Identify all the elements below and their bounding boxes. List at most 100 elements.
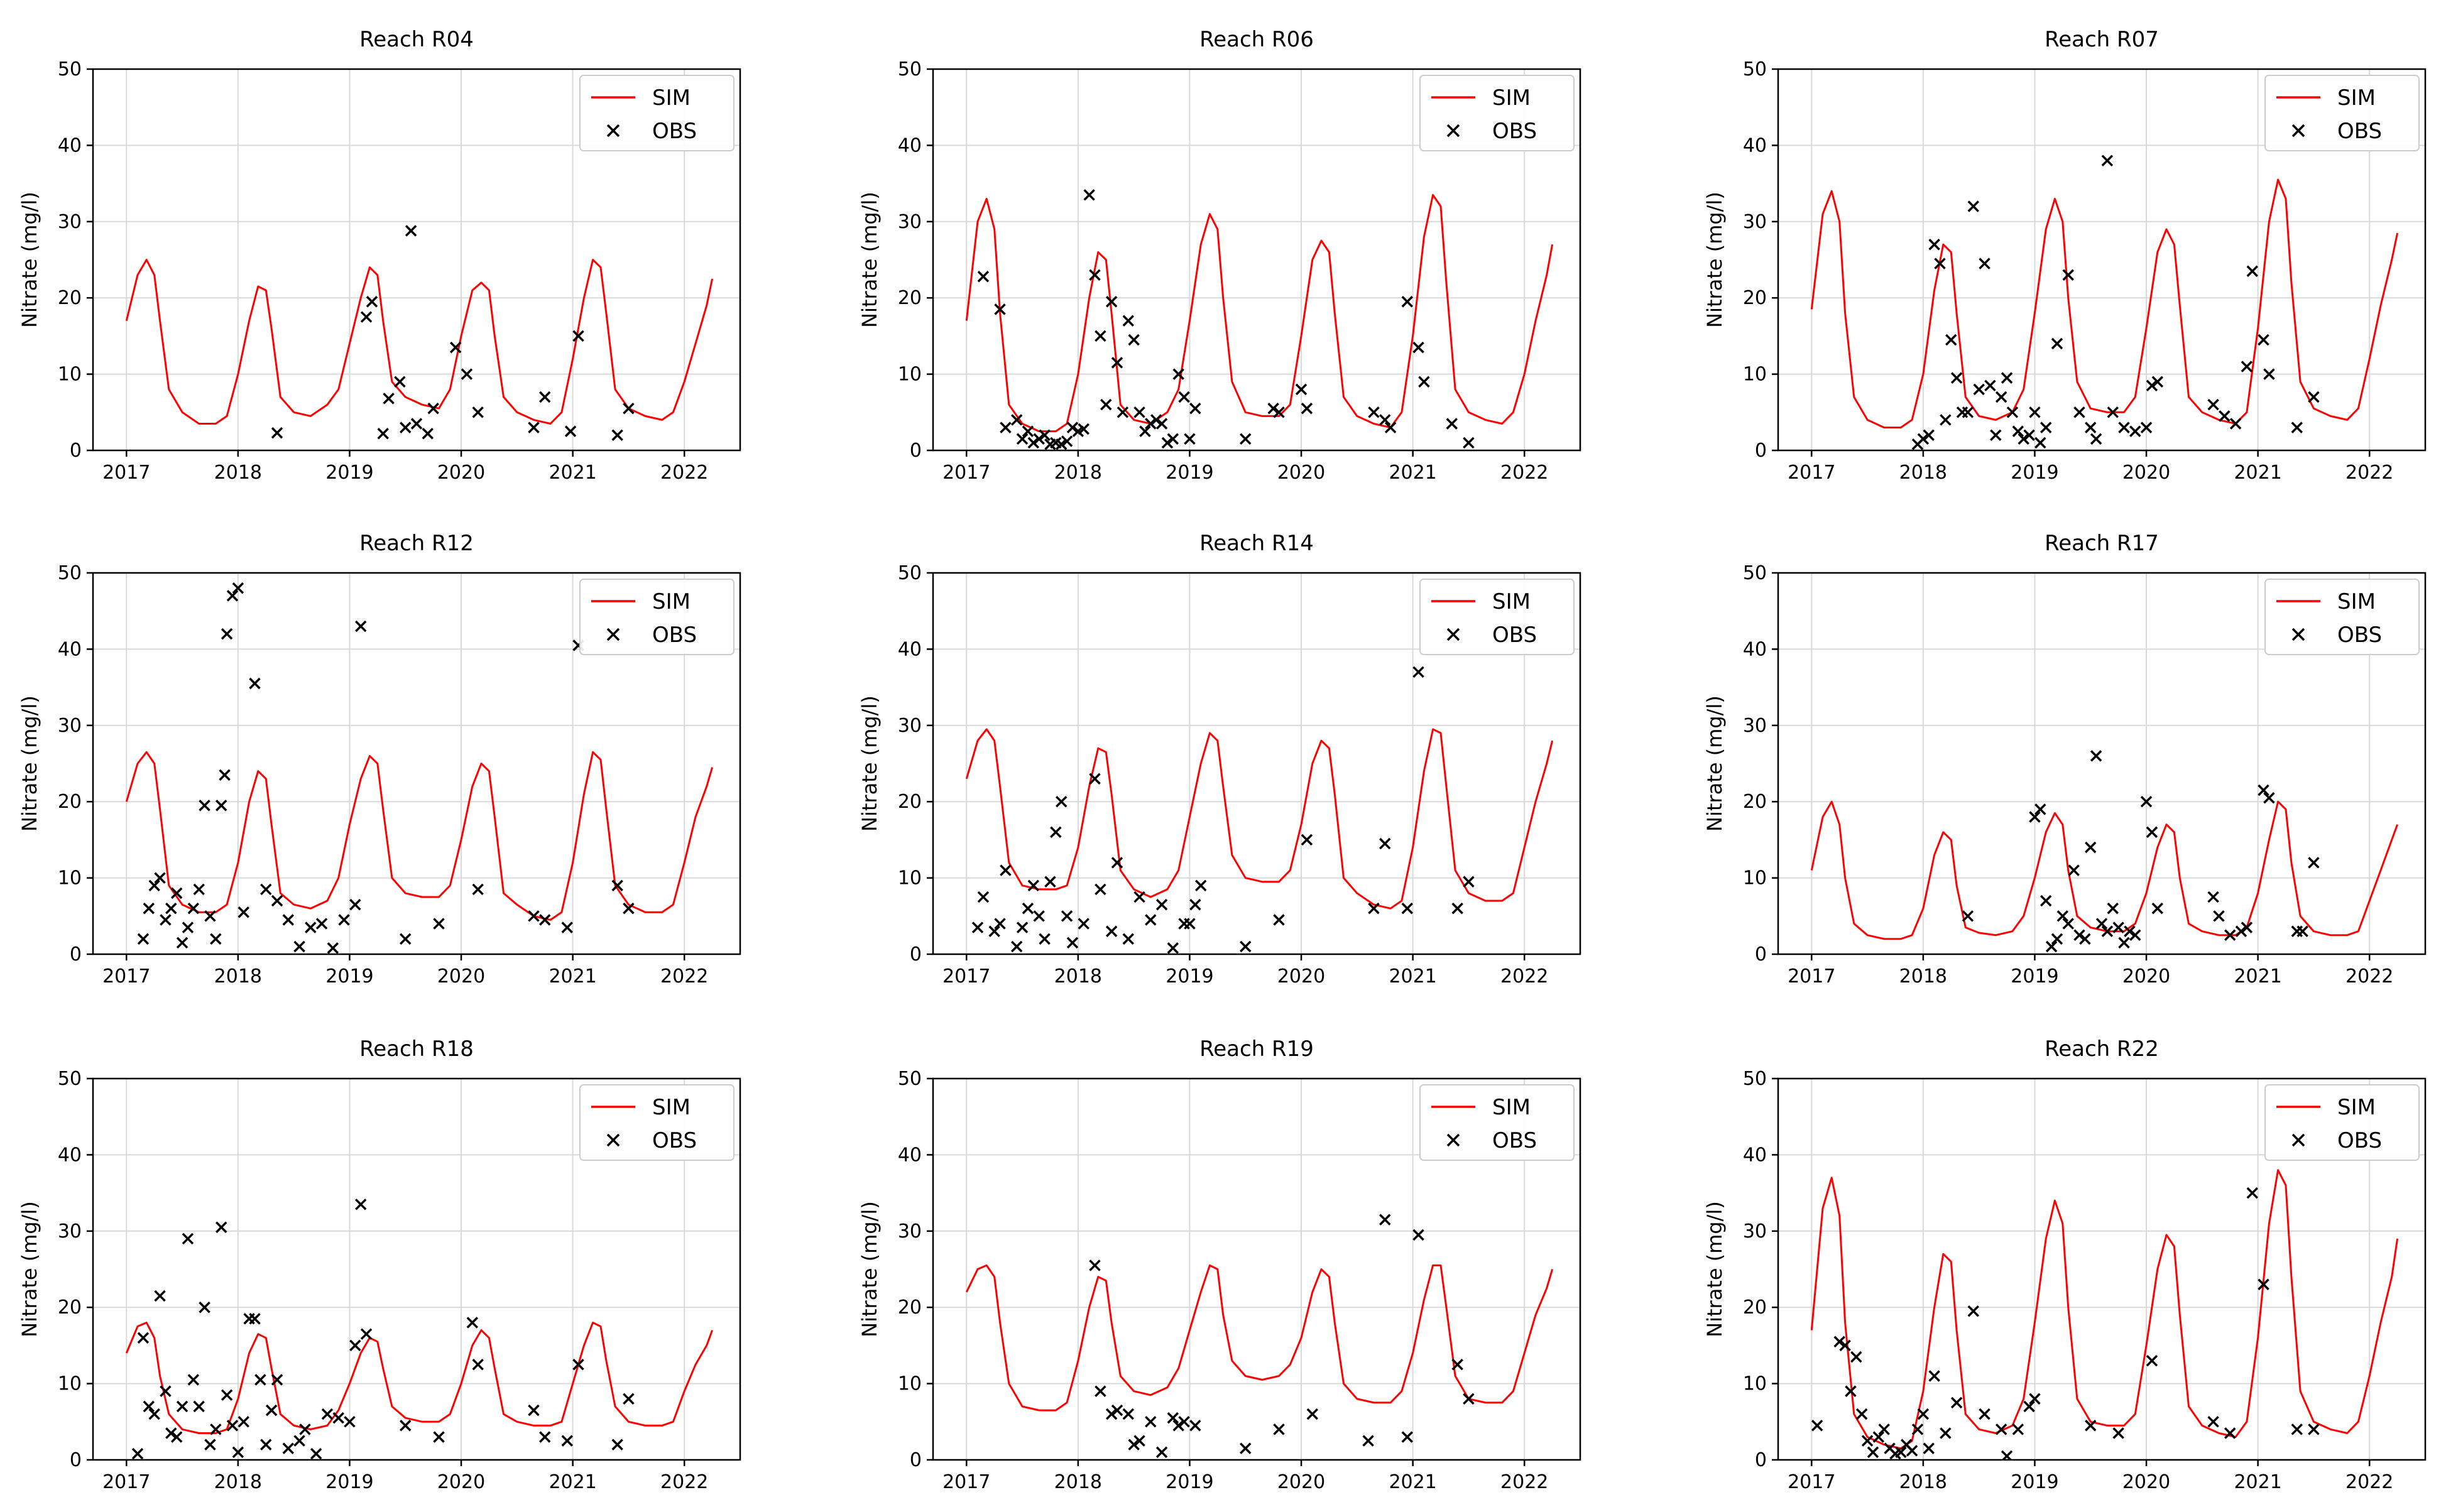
- obs-point: [623, 402, 635, 415]
- obs-point: [1027, 879, 1040, 891]
- obs-point: [2229, 418, 2242, 430]
- obs-point: [1145, 914, 1157, 926]
- x-tick-label: 2018: [1054, 1471, 1102, 1493]
- obs-point: [315, 918, 328, 930]
- x-tick-label: 2022: [1500, 1471, 1548, 1493]
- x-tick-label: 2021: [1389, 965, 1436, 987]
- obs-point: [427, 402, 439, 415]
- legend-sim-label: SIM: [652, 1095, 691, 1120]
- obs-point: [528, 1404, 540, 1417]
- obs-point: [1979, 1408, 1990, 1420]
- plot-area: [965, 189, 1554, 450]
- obs-point: [2029, 1393, 2041, 1405]
- obs-point: [1105, 925, 1118, 937]
- obs-point: [2235, 925, 2247, 937]
- obs-point: [226, 1420, 239, 1432]
- obs-point: [2207, 1416, 2219, 1428]
- obs-point: [2029, 406, 2041, 418]
- obs-point: [1161, 437, 1174, 449]
- obs-point: [327, 942, 339, 954]
- obs-point: [611, 429, 623, 441]
- x-tick-label: 2022: [660, 1471, 708, 1493]
- y-tick-label: 50: [1743, 1068, 1767, 1090]
- chart-panel-3: Reach R07 2017 2018 2019 2020 2021 2022 0 10 20 30…: [1703, 27, 2427, 484]
- obs-point: [1105, 1408, 1118, 1420]
- y-tick-label: 40: [58, 638, 82, 660]
- obs-point: [2258, 334, 2269, 346]
- y-tick-label: 40: [1743, 1144, 1767, 1166]
- obs-point: [1833, 1335, 1845, 1348]
- obs-point: [433, 918, 445, 930]
- legend-obs-label: OBS: [1492, 1128, 1537, 1153]
- x-tick-label: 2018: [1899, 462, 1947, 484]
- x-tick-label: 2018: [1899, 1471, 1947, 1493]
- obs-point: [2140, 422, 2153, 433]
- chart-title: Reach R12: [359, 531, 474, 556]
- y-axis-label: Nitrate (mg/l): [18, 695, 41, 832]
- obs-point: [1928, 1370, 1940, 1382]
- y-tick-label: 30: [58, 715, 82, 737]
- y-tick-label: 40: [898, 134, 922, 156]
- legend-obs-label: OBS: [2337, 623, 2382, 648]
- plot-area: [1810, 155, 2399, 450]
- obs-point: [1000, 864, 1012, 876]
- obs-point: [1990, 429, 2002, 441]
- obs-point: [405, 225, 417, 237]
- obs-point: [377, 428, 389, 440]
- y-axis-label: Nitrate (mg/l): [858, 1201, 882, 1337]
- obs-point: [215, 800, 227, 812]
- obs-point: [1463, 1393, 1475, 1405]
- obs-point: [2101, 925, 2114, 937]
- obs-point: [1089, 773, 1101, 785]
- obs-point: [1122, 315, 1135, 327]
- obs-point: [1301, 834, 1313, 846]
- legend-obs-swatch: [2291, 1133, 2305, 1147]
- legend-obs-label: OBS: [1492, 623, 1537, 648]
- obs-point: [2146, 826, 2158, 838]
- obs-point: [148, 879, 160, 891]
- obs-point: [1016, 433, 1029, 445]
- obs-point: [271, 427, 283, 439]
- obs-point: [238, 1416, 249, 1428]
- obs-point: [1184, 918, 1196, 930]
- x-tick-label: 2021: [549, 1471, 596, 1493]
- x-tick-label: 2021: [2234, 1471, 2281, 1493]
- x-tick-label: 2019: [325, 462, 373, 484]
- legend-sim-label: SIM: [2337, 1095, 2376, 1120]
- obs-point: [265, 1404, 278, 1417]
- x-tick-label: 2019: [1166, 965, 1213, 987]
- obs-point: [2079, 933, 2091, 945]
- obs-point: [154, 1290, 166, 1302]
- obs-point: [2224, 1427, 2236, 1439]
- obs-point: [193, 1400, 205, 1413]
- obs-point: [2051, 337, 2063, 350]
- axes-frame: [1777, 68, 2427, 452]
- obs-point: [344, 1416, 356, 1428]
- obs-point: [1033, 910, 1045, 922]
- x-tick-label: 2022: [660, 462, 708, 484]
- obs-point: [1962, 406, 1974, 418]
- obs-point: [1133, 406, 1145, 418]
- x-tick-label: 2022: [1500, 462, 1548, 484]
- obs-point: [1027, 437, 1040, 449]
- obs-point: [1111, 1404, 1123, 1417]
- obs-point: [338, 914, 350, 926]
- obs-point: [1962, 910, 1974, 922]
- obs-point: [1022, 425, 1034, 437]
- obs-point: [2056, 910, 2069, 922]
- x-tick-label: 2021: [1389, 1471, 1436, 1493]
- obs-point: [182, 1232, 194, 1245]
- obs-point: [1267, 402, 1279, 415]
- obs-point: [422, 428, 434, 440]
- y-tick-label: 30: [1743, 211, 1767, 233]
- legend-sim-label: SIM: [2337, 85, 2376, 111]
- axes-frame: [932, 572, 1581, 955]
- axes-frame: [92, 1077, 741, 1461]
- legend: SIM OBS: [1419, 1084, 1575, 1161]
- obs-point: [1273, 1423, 1285, 1435]
- obs-point: [1967, 1305, 1980, 1317]
- obs-point: [1189, 898, 1201, 911]
- obs-point: [271, 1374, 283, 1386]
- x-tick-label: 2017: [102, 965, 150, 987]
- obs-point: [2146, 1354, 2158, 1367]
